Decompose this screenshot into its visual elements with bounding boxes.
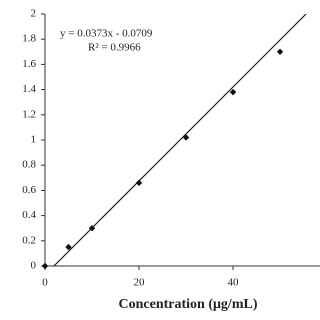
y-tick-label: 0.4: [22, 209, 36, 221]
y-tick-label: 0.2: [22, 234, 36, 246]
y-tick-label: 1.2: [22, 108, 36, 120]
trend-equation: y = 0.0373x - 0.0709: [60, 28, 153, 40]
y-tick-label: 1.6: [22, 58, 36, 70]
y-tick-label: 0.6: [22, 184, 36, 196]
x-axis-title: Concentration (μg/mL): [119, 297, 258, 312]
trendline: [53, 14, 307, 266]
data-point: [276, 48, 284, 55]
data-point: [182, 134, 190, 141]
y-tick-label: 0.8: [22, 159, 36, 171]
y-tick-label: 1.4: [22, 83, 36, 95]
y-tick-label: 1.8: [22, 33, 36, 45]
r-squared: R² = 0.9966: [88, 42, 141, 54]
data-point: [135, 179, 143, 187]
y-tick-label: 0: [31, 260, 37, 272]
data-point: [65, 243, 72, 251]
data-point: [88, 225, 96, 232]
data-point: [41, 262, 49, 270]
y-tick-label: 2: [31, 8, 37, 20]
data-point: [229, 88, 237, 96]
y-tick-label: 1: [31, 134, 37, 146]
x-tick-label: 40: [228, 277, 240, 289]
x-tick-label: 0: [42, 277, 48, 289]
x-tick-label: 20: [134, 277, 146, 289]
